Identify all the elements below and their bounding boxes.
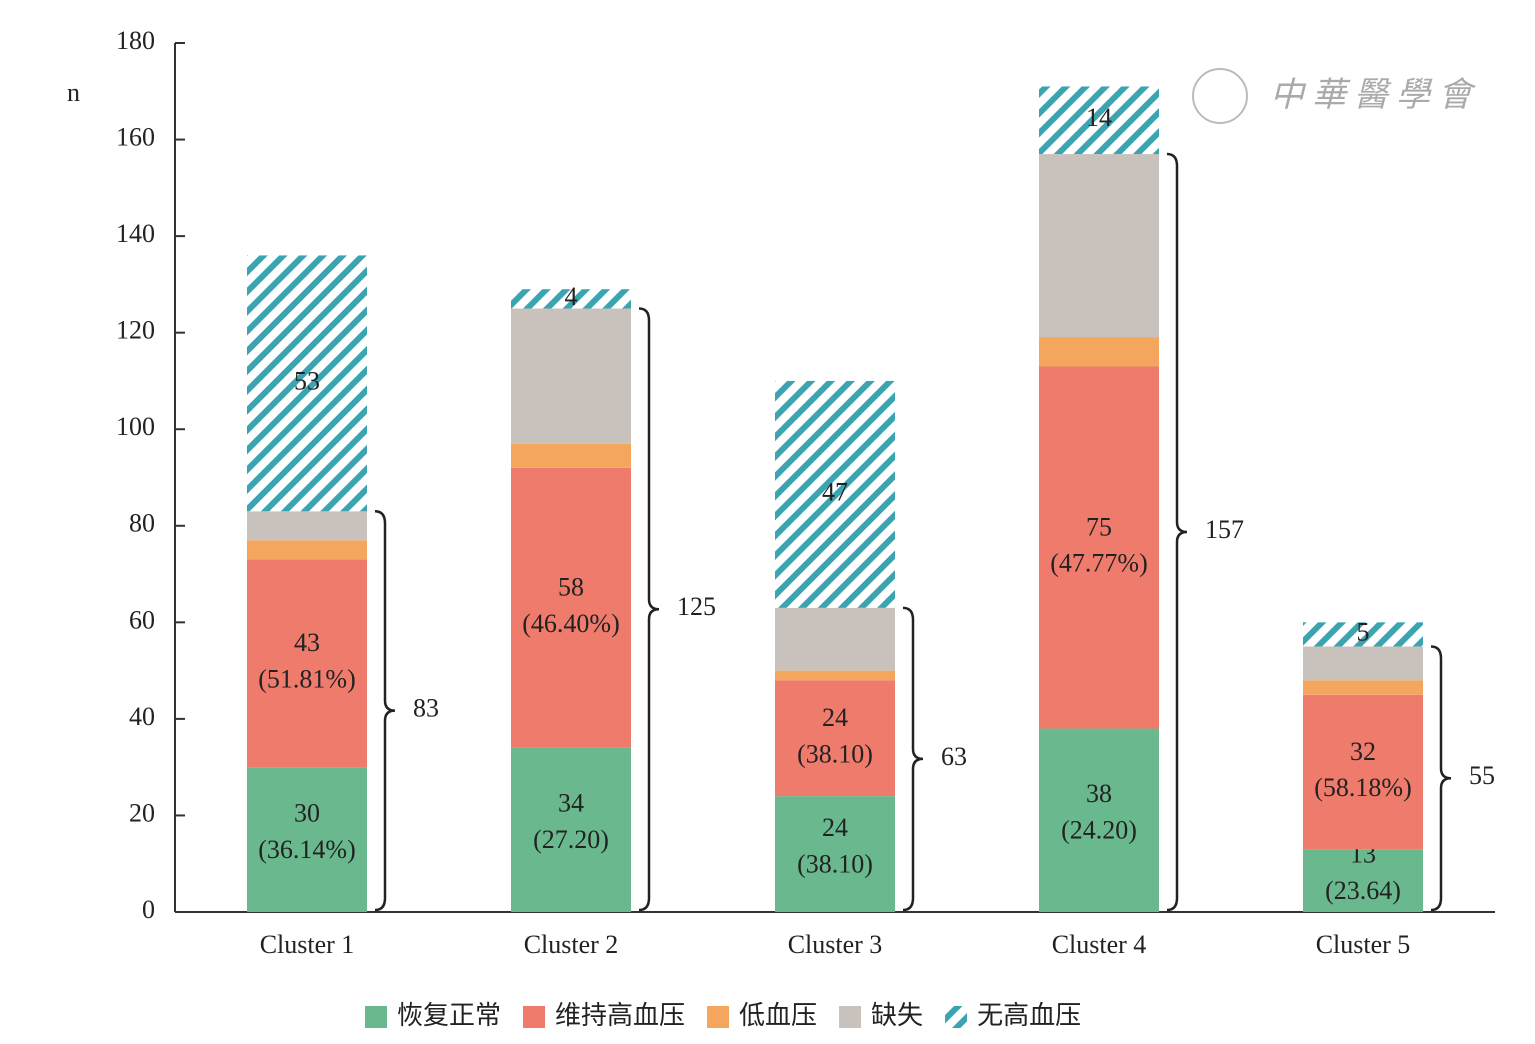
legend-label: 低血压	[739, 1001, 817, 1030]
data-label: 30 (36.14%)	[258, 798, 355, 863]
legend-swatch	[945, 1006, 968, 1028]
bar-segment	[511, 467, 631, 748]
watermark: 中華醫學會	[1270, 77, 1480, 114]
brace-total: 55	[1469, 761, 1495, 790]
bar-segment	[775, 680, 895, 797]
brace	[1430, 645, 1452, 912]
data-label: 47	[822, 477, 848, 506]
bar-segment	[247, 559, 367, 768]
y-tick-label: 20	[129, 798, 155, 827]
bar-segment	[1303, 849, 1423, 912]
bar-segment	[1303, 646, 1423, 681]
legend-swatch	[707, 1006, 730, 1028]
hatched-segment	[247, 255, 367, 512]
bar-segment	[511, 747, 631, 912]
data-label: 5	[1357, 617, 1370, 646]
bar-segment	[1039, 154, 1159, 338]
brace-total: 125	[677, 592, 716, 621]
legend-swatch	[523, 1006, 546, 1028]
data-label: 43 (51.81%)	[258, 628, 355, 693]
data-label: 58 (46.40%)	[522, 573, 619, 638]
bar-segment	[511, 308, 631, 444]
y-tick-label: 180	[116, 26, 155, 55]
hatched-segment	[1039, 86, 1159, 155]
bar-segment	[1303, 694, 1423, 850]
bar-segment	[511, 443, 631, 468]
legend-label: 缺失	[871, 1001, 923, 1030]
data-label: 38 (24.20)	[1061, 779, 1137, 844]
x-tick-label: Cluster 4	[1052, 930, 1147, 959]
bar-segment	[1039, 366, 1159, 729]
hatched-segment	[1303, 622, 1423, 647]
data-label: 34 (27.20)	[533, 789, 609, 854]
bar-segment	[1303, 680, 1423, 695]
y-tick-label: 100	[116, 412, 155, 441]
data-label: 24 (38.10)	[797, 813, 873, 878]
data-label: 53	[294, 366, 320, 395]
watermark-seal	[1192, 68, 1248, 124]
brace-total: 157	[1205, 515, 1244, 544]
bar-segment	[1039, 728, 1159, 912]
y-tick-label: 40	[129, 702, 155, 731]
bar-segment	[775, 607, 895, 671]
data-label: 14	[1086, 103, 1112, 132]
brace	[902, 606, 924, 912]
bar-segment	[247, 511, 367, 541]
y-tick-label: 0	[142, 895, 155, 924]
x-tick-label: Cluster 2	[524, 930, 619, 959]
y-tick-label: 120	[116, 316, 155, 345]
legend-swatch	[365, 1006, 387, 1028]
brace-total: 63	[941, 742, 967, 771]
hatched-segment	[511, 289, 631, 309]
bar-segment	[775, 670, 895, 681]
brace	[1166, 152, 1188, 912]
y-tick-label: 60	[129, 605, 155, 634]
y-tick-label: 80	[129, 509, 155, 538]
brace	[638, 307, 660, 912]
data-label: 75 (47.77%)	[1050, 512, 1147, 577]
legend-label: 恢复正常	[397, 1001, 501, 1030]
x-tick-label: Cluster 3	[788, 930, 883, 959]
data-label: 13 (23.64)	[1325, 839, 1401, 904]
bar-segment	[775, 796, 895, 912]
bar-segment	[1039, 337, 1159, 367]
bar-segment	[247, 540, 367, 560]
hatched-segment	[775, 380, 895, 608]
y-tick-label: 140	[116, 219, 155, 248]
data-label: 4	[565, 282, 578, 311]
legend-label: 无高血压	[977, 1001, 1081, 1030]
y-tick-label: 160	[116, 123, 155, 152]
y-axis-label: n	[67, 78, 80, 107]
brace-total: 83	[413, 694, 439, 723]
legend-swatch	[839, 1006, 862, 1028]
x-tick-label: Cluster 5	[1316, 930, 1411, 959]
brace	[374, 510, 396, 912]
bar-segment	[247, 767, 367, 912]
legend-label: 维持高血压	[555, 1001, 685, 1030]
x-tick-label: Cluster 1	[260, 930, 355, 959]
data-label: 24 (38.10)	[797, 703, 873, 768]
data-label: 32 (58.18%)	[1314, 737, 1411, 802]
